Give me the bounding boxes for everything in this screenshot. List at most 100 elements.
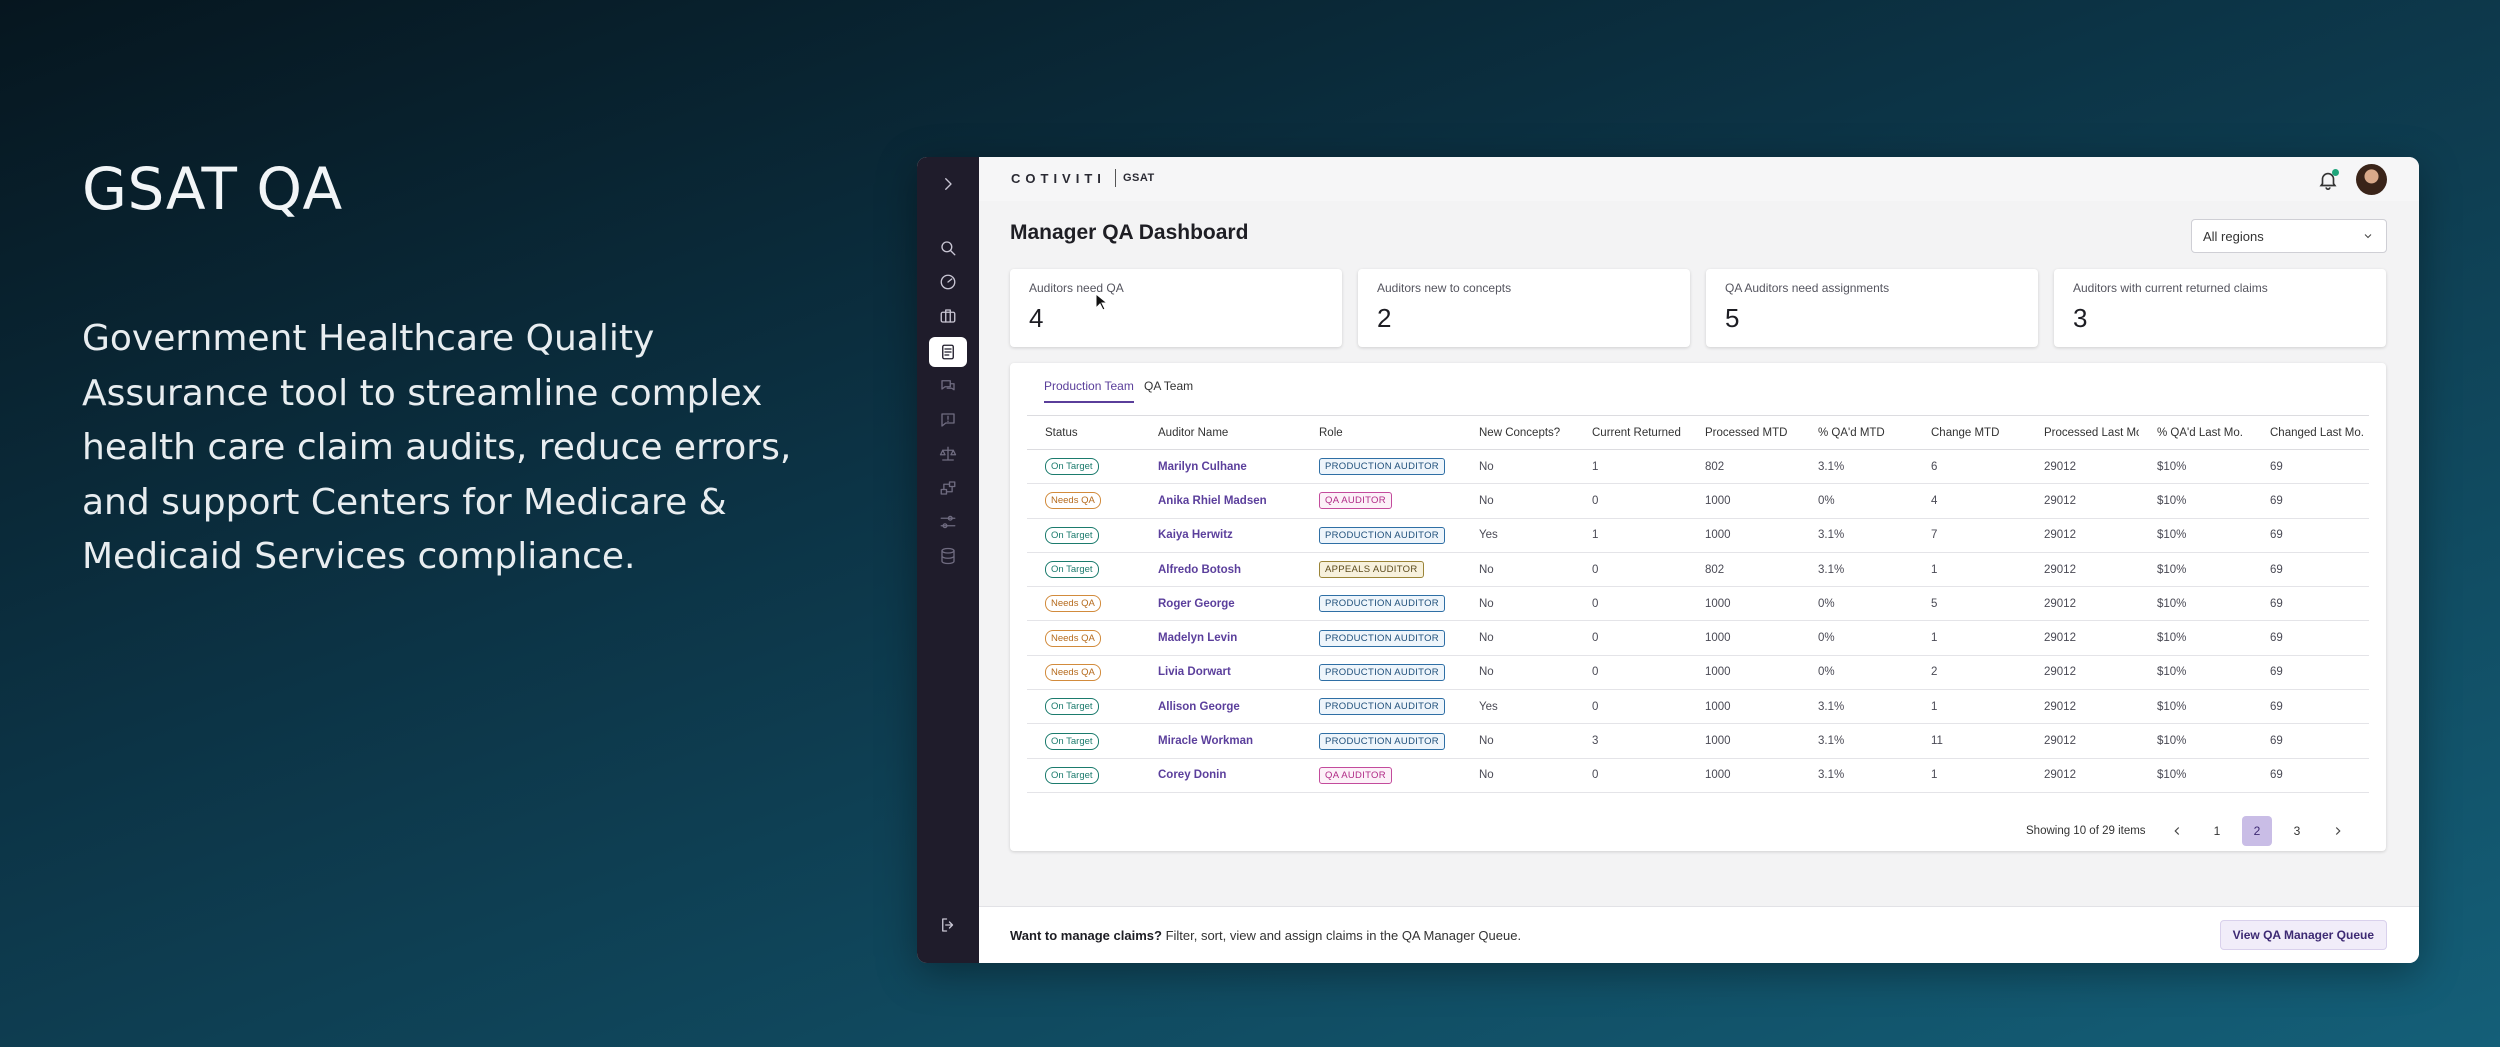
column-header-processed-mtd[interactable]: Processed MTD xyxy=(1687,415,1800,450)
footer-lead: Want to manage claims? xyxy=(1010,928,1162,943)
table-cell: 3.1% xyxy=(1800,552,1913,588)
cell-value: 69 xyxy=(2270,597,2283,610)
cell-value: 1000 xyxy=(1705,494,1731,507)
stat-card-auditors-need-qa[interactable]: Auditors need QA 4 xyxy=(1010,269,1342,347)
column-header-changed-last-mo[interactable]: Changed Last Mo. xyxy=(2252,415,2369,450)
table-row[interactable]: On Target Miracle Workman PRODUCTION AUDIT… xyxy=(1027,723,2369,759)
nav-work[interactable] xyxy=(929,301,967,331)
nav-qa-dashboard[interactable] xyxy=(929,337,967,367)
cell-value: No xyxy=(1479,735,1494,748)
role-badge: PRODUCTION AUDITOR xyxy=(1319,663,1445,681)
footer-message: Want to manage claims? Filter, sort, vie… xyxy=(1010,928,1521,943)
nav-settings[interactable] xyxy=(929,507,967,537)
notification-dot xyxy=(2332,169,2339,176)
cell-value: 2 xyxy=(1931,666,1938,679)
column-header-qad-last-mo[interactable]: % QA'd Last Mo. xyxy=(2139,415,2252,450)
table-row[interactable]: On Target Alfredo Botosh APPEALS AUDITOR No… xyxy=(1027,552,2369,588)
nav-balance[interactable] xyxy=(929,439,967,469)
search-icon xyxy=(941,241,956,256)
view-qa-manager-queue-button[interactable]: View QA Manager Queue xyxy=(2219,920,2387,950)
stat-value: 4 xyxy=(1029,303,1044,333)
table-row[interactable]: Needs QA Anika Rhiel Madsen QA AUDITOR No 0 1… xyxy=(1027,483,2369,519)
table-cell: 2 xyxy=(1913,655,2026,691)
expand-sidebar-button[interactable] xyxy=(929,169,967,199)
pagination-next-button[interactable] xyxy=(2323,816,2353,846)
auditor-name-link[interactable]: Corey Donin xyxy=(1158,769,1227,782)
column-header-processed-last-mo[interactable]: Processed Last Mo. xyxy=(2026,415,2139,450)
cell-value: 29012 xyxy=(2044,666,2076,679)
table-cell: 1 xyxy=(1574,518,1687,553)
nav-search[interactable] xyxy=(929,233,967,263)
table-cell: 29012 xyxy=(2026,552,2139,588)
role-badge: PRODUCTION AUDITOR xyxy=(1319,698,1445,716)
balance-icon xyxy=(939,446,957,461)
table-cell: Livia Dorwart xyxy=(1140,655,1301,691)
cell-value: 1000 xyxy=(1705,529,1731,542)
table-row[interactable]: On Target Kaiya Herwitz PRODUCTION AUDITOR… xyxy=(1027,518,2369,553)
nav-database[interactable] xyxy=(929,541,967,571)
table-cell: 11 xyxy=(1913,723,2026,759)
table-cell: 1 xyxy=(1913,689,2026,725)
table-cell: PRODUCTION AUDITOR xyxy=(1301,620,1461,656)
cell-value: Yes xyxy=(1479,529,1498,542)
status-badge: Needs QA xyxy=(1045,663,1101,681)
table-row[interactable]: On Target Allison George PRODUCTION AUDITO… xyxy=(1027,689,2369,725)
stat-card-auditors-returned-claims[interactable]: Auditors with current returned claims 3 xyxy=(2054,269,2386,347)
table-cell: No xyxy=(1461,483,1574,519)
auditor-name-link[interactable]: Allison George xyxy=(1158,700,1240,713)
column-header-change-mtd[interactable]: Change MTD xyxy=(1913,415,2026,450)
column-header-qad-mtd[interactable]: % QA'd MTD xyxy=(1800,415,1913,450)
cell-value: 69 xyxy=(2270,529,2283,542)
avatar[interactable] xyxy=(2356,164,2387,195)
cell-value: 29012 xyxy=(2044,700,2076,713)
pagination-page-1[interactable]: 1 xyxy=(2213,824,2221,838)
status-badge: On Target xyxy=(1045,766,1099,784)
column-header-current-returned[interactable]: Current Returned xyxy=(1574,415,1687,450)
tab-qa-team[interactable]: QA Team xyxy=(1144,379,1194,393)
nav-alerts[interactable] xyxy=(929,405,967,435)
cell-value: 69 xyxy=(2270,735,2283,748)
region-select[interactable]: All regions xyxy=(2191,219,2387,253)
table-cell: 3.1% xyxy=(1800,723,1913,759)
table-cell: Alfredo Botosh xyxy=(1140,552,1301,588)
stat-card-auditors-new-to-concepts[interactable]: Auditors new to concepts 2 xyxy=(1358,269,1690,347)
column-header-auditor-name[interactable]: Auditor Name xyxy=(1140,415,1301,450)
pagination-page-2[interactable]: 2 xyxy=(2242,816,2272,846)
table-cell: 69 xyxy=(2252,620,2369,656)
cell-value: 3.1% xyxy=(1818,563,1845,576)
table-cell: 0% xyxy=(1800,620,1913,656)
nav-dashboard[interactable] xyxy=(929,267,967,297)
cell-value: 1000 xyxy=(1705,769,1731,782)
pagination-prev-button[interactable] xyxy=(2162,816,2192,846)
table-row[interactable]: Needs QA Madelyn Levin PRODUCTION AUDITOR N… xyxy=(1027,620,2369,656)
tab-production-team[interactable]: Production Team xyxy=(1044,379,1134,403)
cell-value: 69 xyxy=(2270,666,2283,679)
table-row[interactable]: On Target Corey Donin QA AUDITOR No 0 1000 3.1… xyxy=(1027,758,2369,793)
bell-icon[interactable] xyxy=(2317,169,2339,191)
column-header-new-concepts[interactable]: New Concepts? xyxy=(1461,415,1574,450)
table-row[interactable]: Needs QA Roger George PRODUCTION AUDITOR No… xyxy=(1027,586,2369,622)
auditor-name-link[interactable]: Livia Dorwart xyxy=(1158,666,1231,679)
auditor-name-link[interactable]: Marilyn Culhane xyxy=(1158,460,1247,473)
table-cell: 1000 xyxy=(1687,655,1800,691)
auditor-name-link[interactable]: Alfredo Botosh xyxy=(1158,563,1242,576)
nav-flow[interactable] xyxy=(929,473,967,503)
stat-card-qa-auditors-need-assignments[interactable]: QA Auditors need assignments 5 xyxy=(1706,269,2038,347)
auditor-name-link[interactable]: Miracle Workman xyxy=(1158,735,1254,748)
column-header-role[interactable]: Role xyxy=(1301,415,1461,450)
column-header-status[interactable]: Status xyxy=(1027,415,1140,450)
auditor-name-link[interactable]: Kaiya Herwitz xyxy=(1158,529,1233,542)
table-cell: 0% xyxy=(1800,483,1913,519)
table-cell: PRODUCTION AUDITOR xyxy=(1301,655,1461,691)
auditor-name-link[interactable]: Anika Rhiel Madsen xyxy=(1158,494,1267,507)
table-row[interactable]: On Target Marilyn Culhane PRODUCTION AUDIT… xyxy=(1027,449,2369,485)
pagination-page-3[interactable]: 3 xyxy=(2293,824,2301,838)
nav-chat[interactable] xyxy=(929,371,967,401)
auditor-name-link[interactable]: Madelyn Levin xyxy=(1158,632,1238,645)
table-row[interactable]: Needs QA Livia Dorwart PRODUCTION AUDITOR N… xyxy=(1027,655,2369,691)
logout-button[interactable] xyxy=(929,910,967,940)
cell-value: 69 xyxy=(2270,563,2283,576)
cell-value: 3.1% xyxy=(1818,700,1845,713)
auditor-name-link[interactable]: Roger George xyxy=(1158,597,1235,610)
table-cell: Needs QA xyxy=(1027,620,1140,656)
